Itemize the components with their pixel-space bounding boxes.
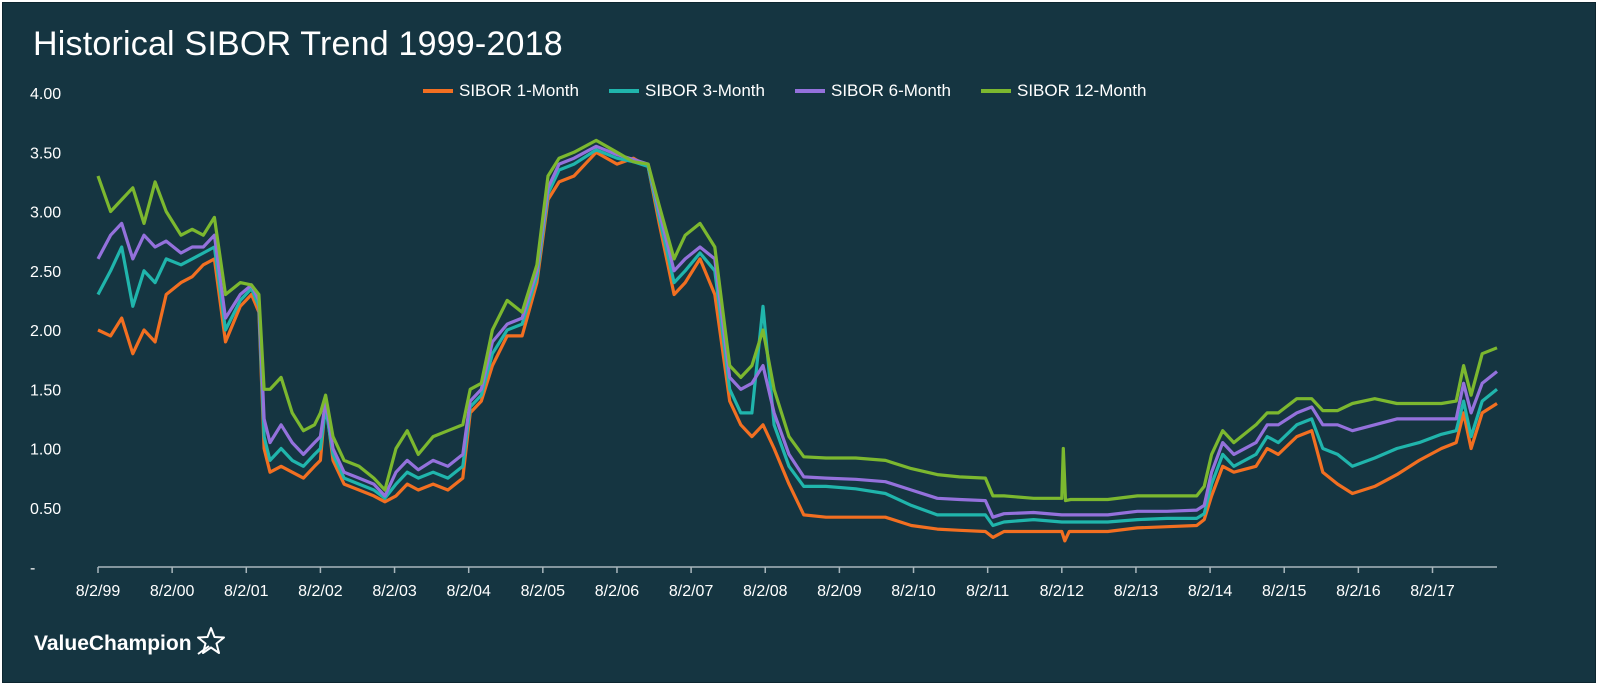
series-line-sibor-3-month — [96, 148, 1498, 528]
legend-swatch — [609, 89, 639, 93]
legend-item: SIBOR 1-Month — [423, 81, 579, 101]
y-tick-label: 1.50 — [30, 382, 61, 399]
x-tick-label: 8/2/16 — [1336, 583, 1381, 600]
y-tick-label: 2.50 — [30, 264, 61, 281]
chart-title: Historical SIBOR Trend 1999-2018 — [33, 25, 563, 63]
x-tick-label: 8/2/99 — [76, 583, 121, 600]
series-line-sibor-6-month — [96, 144, 1498, 519]
y-tick-label: 2.00 — [30, 323, 61, 340]
x-tick-label: 8/2/09 — [817, 583, 862, 600]
x-tick-label: 8/2/11 — [966, 583, 1009, 600]
legend-swatch — [981, 89, 1011, 93]
y-tick-label: 3.00 — [30, 205, 61, 222]
x-tick-label: 8/2/15 — [1262, 583, 1307, 600]
y-tick-label: 1.00 — [30, 442, 61, 459]
y-tick-label: 3.50 — [30, 145, 61, 162]
x-tick-label: 8/2/04 — [446, 583, 491, 600]
legend-item: SIBOR 12-Month — [981, 81, 1146, 101]
legend-label: SIBOR 6-Month — [831, 81, 951, 100]
legend-label: SIBOR 3-Month — [645, 81, 765, 100]
x-tick-label: 8/2/17 — [1410, 583, 1455, 600]
legend-item: SIBOR 3-Month — [609, 81, 765, 101]
brand-name: ValueChampion — [34, 632, 192, 655]
y-tick-label: 4.00 — [30, 86, 61, 103]
brand-logo: ValueChampion — [34, 626, 226, 662]
legend-item: SIBOR 6-Month — [795, 81, 951, 101]
y-tick-label: 0.50 — [30, 501, 61, 518]
x-tick-label: 8/2/05 — [521, 583, 566, 600]
x-tick-label: 8/2/07 — [669, 583, 714, 600]
x-tick-label: 8/2/01 — [224, 583, 269, 600]
x-tick-label: 8/2/06 — [595, 583, 640, 600]
x-tick-label: 8/2/00 — [150, 583, 195, 600]
x-tick-label: 8/2/08 — [743, 583, 788, 600]
series-line-sibor-12-month — [96, 138, 1498, 503]
legend-label: SIBOR 1-Month — [459, 81, 579, 100]
x-tick-label: 8/2/02 — [298, 583, 343, 600]
legend-swatch — [423, 89, 453, 93]
series-line-sibor-1-month — [97, 150, 1498, 543]
y-tick-label: - — [30, 560, 35, 577]
chart-legend: SIBOR 1-Month SIBOR 3-Month SIBOR 6-Month S… — [423, 81, 1146, 101]
x-tick-label: 8/2/12 — [1040, 583, 1085, 600]
star-outline-icon — [196, 626, 226, 662]
legend-swatch — [795, 89, 825, 93]
x-tick-label: 8/2/13 — [1114, 583, 1159, 600]
legend-label: SIBOR 12-Month — [1017, 81, 1147, 100]
x-tick-label: 8/2/10 — [891, 583, 936, 600]
x-tick-label: 8/2/14 — [1188, 583, 1233, 600]
x-tick-label: 8/2/03 — [372, 583, 417, 600]
